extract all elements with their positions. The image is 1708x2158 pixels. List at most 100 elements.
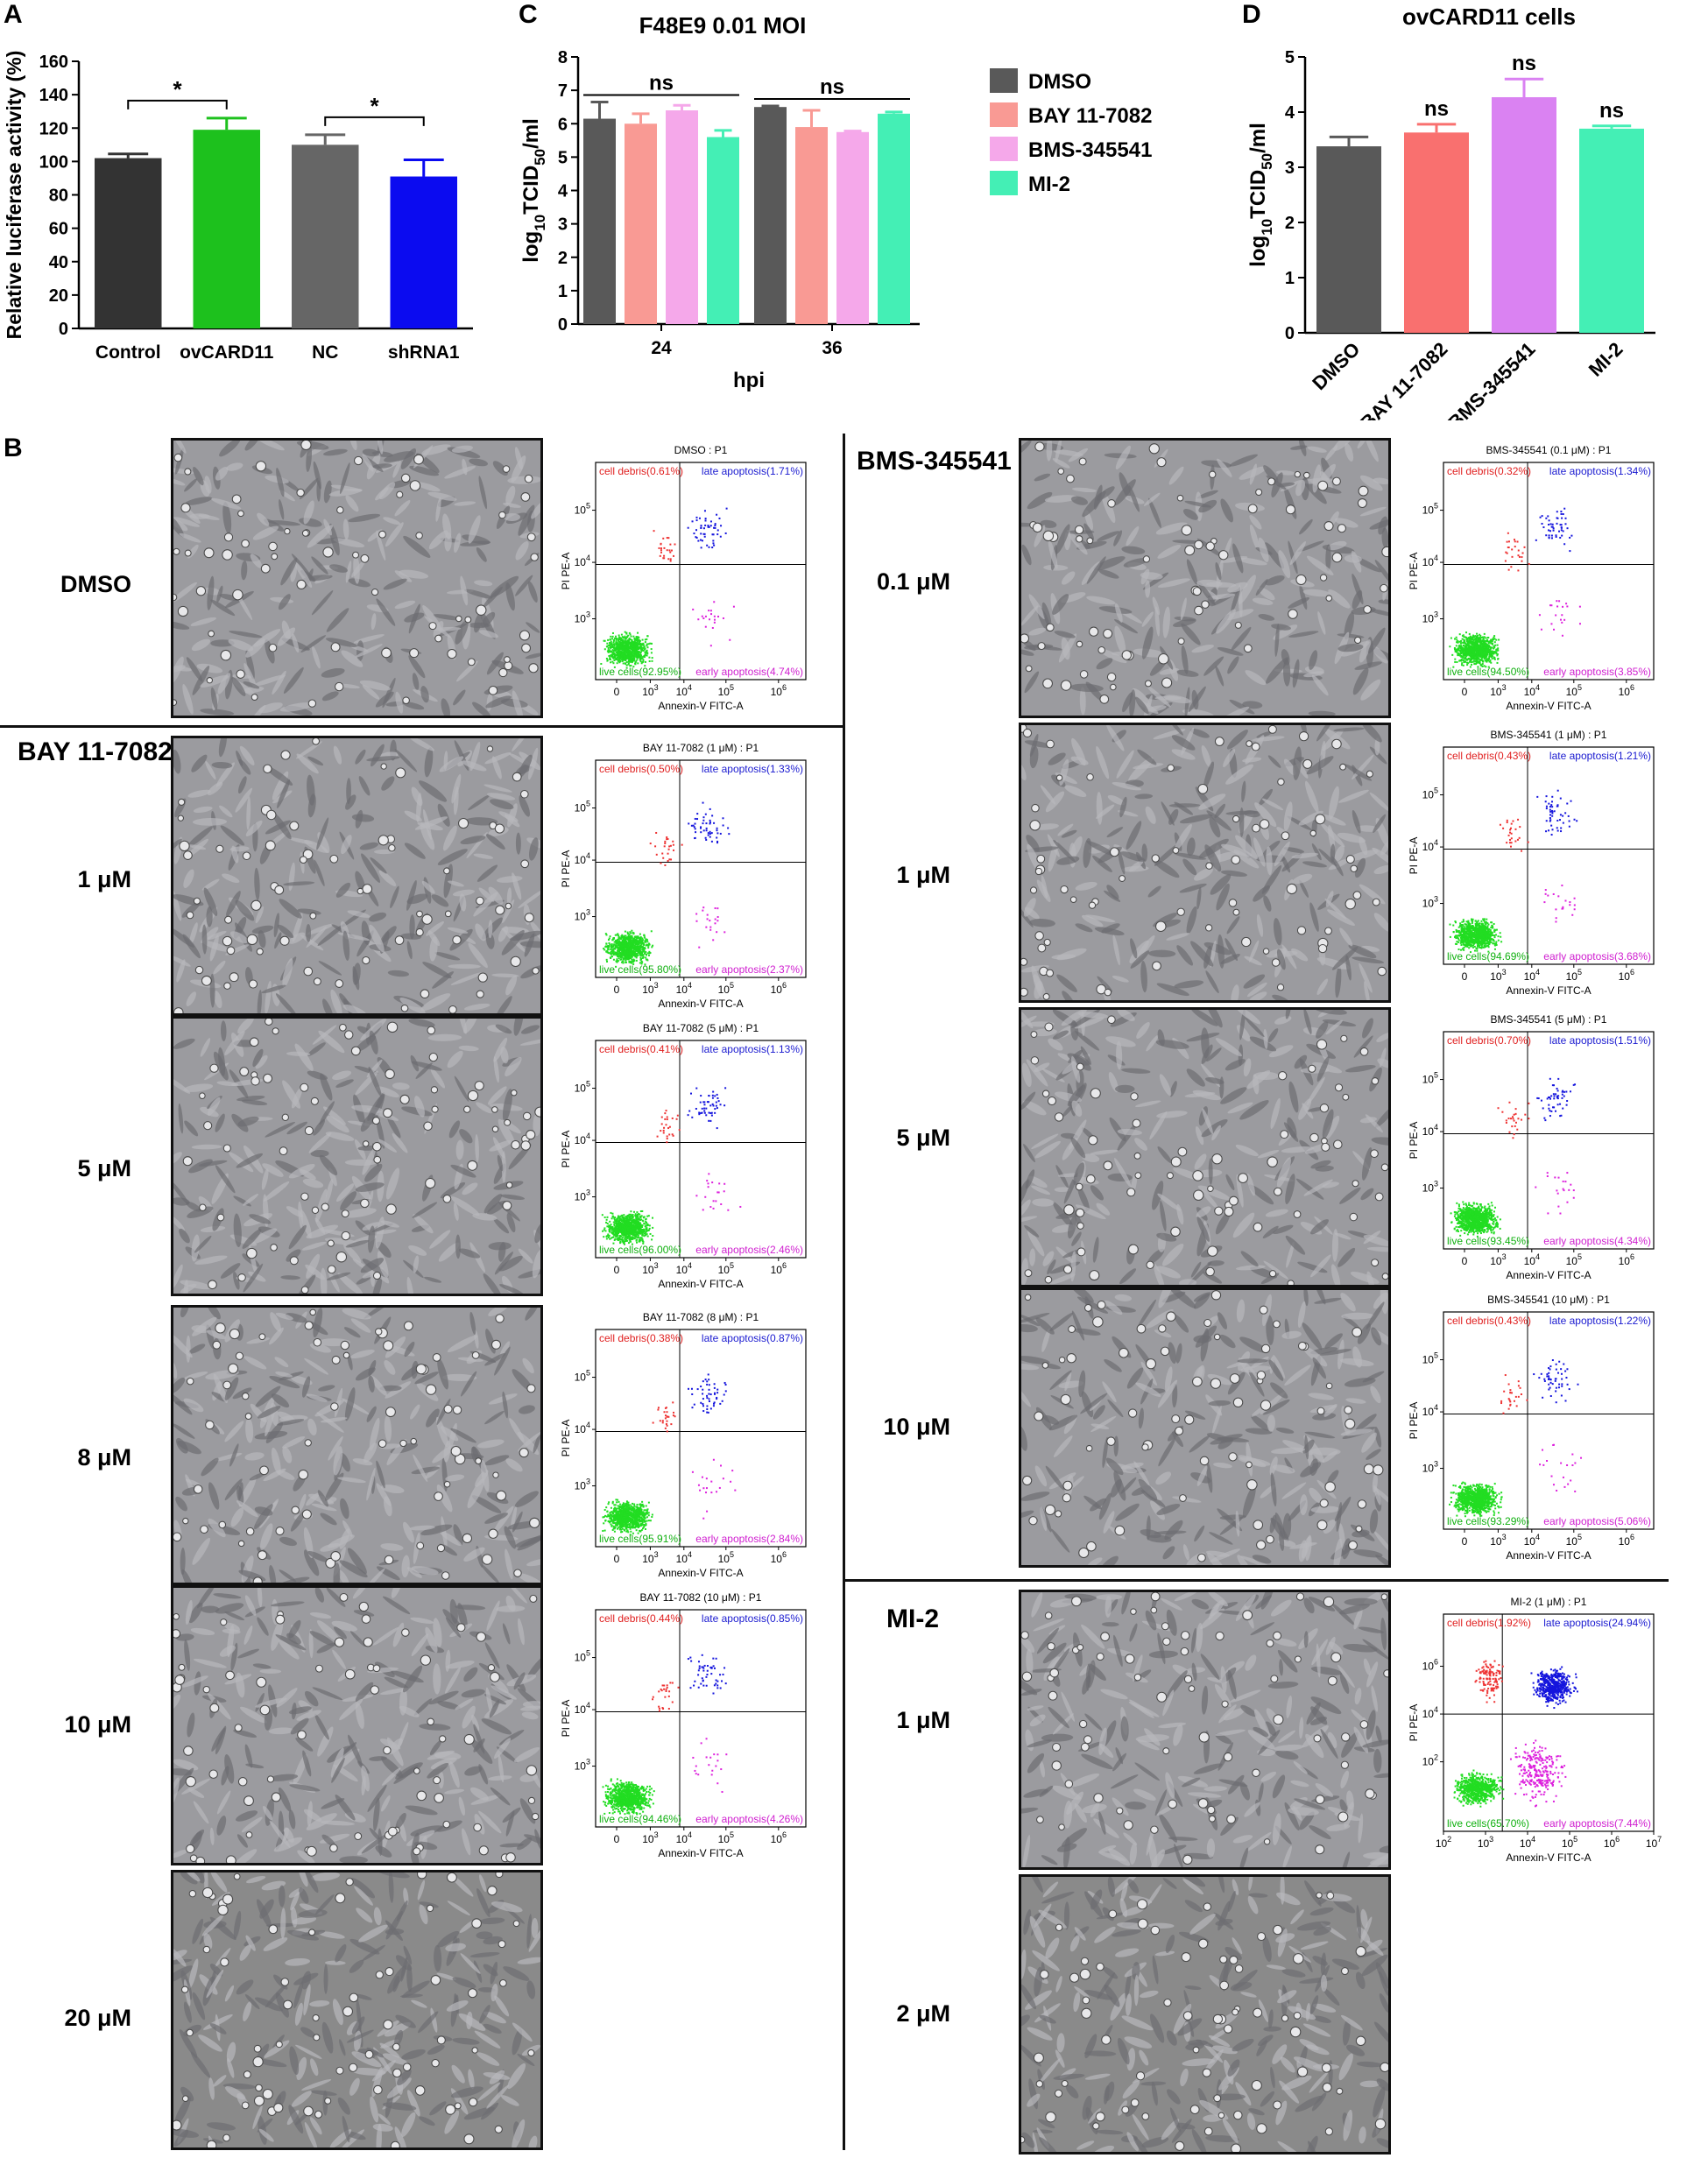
round-cell [199, 1203, 207, 1211]
bar [754, 107, 787, 324]
round-cell [1203, 1319, 1212, 1328]
cell [420, 993, 451, 1012]
cell [307, 525, 334, 548]
flow-x-tick-label: 107 [1646, 1835, 1662, 1850]
round-cell [186, 1377, 194, 1386]
cell [453, 1524, 463, 1546]
round-cell [229, 1328, 240, 1340]
round-cell [1260, 1343, 1271, 1354]
cell [463, 1667, 478, 1682]
cell [1105, 725, 1125, 751]
round-cell [1030, 1056, 1040, 1065]
cell [1294, 1054, 1308, 1069]
cell [265, 1121, 296, 1138]
cell [1225, 1946, 1242, 1961]
cell [1240, 1992, 1257, 1998]
cell [1048, 752, 1066, 765]
cell [1165, 1935, 1175, 1953]
cell [251, 1228, 278, 1245]
round-cell [380, 763, 387, 770]
cell [279, 1640, 300, 1660]
cell [1281, 1969, 1306, 1978]
cell [192, 818, 228, 826]
cell [1041, 1855, 1058, 1865]
cell [1375, 1725, 1382, 1743]
round-cell [1315, 1844, 1325, 1855]
round-cell [1203, 1902, 1212, 1911]
cell [1157, 578, 1190, 589]
cell [1062, 1103, 1076, 1118]
cell [1262, 1225, 1279, 1238]
cell [456, 660, 478, 682]
round-cell [1116, 1807, 1124, 1815]
flow-x-tick-label: 0 [1462, 1535, 1468, 1548]
round-cell [335, 1893, 346, 1904]
cell [183, 1398, 204, 1413]
round-cell [1213, 1333, 1221, 1341]
round-cell [1158, 653, 1169, 665]
cell [1070, 1055, 1081, 1083]
significance-bracket [324, 116, 425, 126]
cell [491, 1685, 517, 1700]
cell [1085, 1664, 1090, 1691]
cell [213, 960, 226, 975]
cell [1021, 1091, 1036, 1111]
cell [241, 1099, 268, 1106]
cell [325, 638, 357, 647]
cell [1258, 2035, 1274, 2047]
round-cell [1085, 1444, 1093, 1452]
cell [325, 1179, 334, 1204]
round-cell [512, 1920, 520, 1928]
round-cell [1142, 555, 1151, 563]
cell [1376, 2078, 1388, 2091]
cell [342, 1520, 353, 1537]
cell [478, 1764, 489, 1785]
round-cell [447, 648, 457, 659]
round-cell [1040, 1970, 1049, 1979]
cell [384, 1360, 396, 1375]
cell [1082, 2095, 1092, 2120]
cell [1271, 624, 1291, 631]
cell [277, 627, 296, 646]
round-cell [311, 1206, 320, 1215]
round-cell [205, 1420, 215, 1430]
cell [419, 1901, 439, 1908]
cell [173, 441, 187, 454]
round-cell [1203, 2126, 1213, 2136]
cell [468, 515, 481, 544]
round-cell [1210, 1378, 1222, 1389]
round-cell [354, 455, 363, 466]
round-cell [209, 1063, 219, 1073]
round-cell [312, 2013, 320, 2022]
cell [183, 1372, 208, 1380]
flow-y-tick-label: 104 [575, 1132, 590, 1146]
cell [1112, 1752, 1126, 1772]
flow-y-label-group: PI PE-A [560, 1700, 572, 1738]
cell [1299, 585, 1308, 610]
cell [338, 1569, 349, 1583]
cell [316, 817, 329, 850]
cell [1041, 1328, 1051, 1352]
round-cell [229, 972, 239, 983]
cell [1021, 1510, 1034, 1519]
round-cell [358, 1601, 369, 1612]
cell [368, 1225, 375, 1253]
cell [300, 635, 327, 653]
flow-y-label: PI PE-A [560, 1131, 572, 1168]
round-cell [1024, 1269, 1033, 1278]
cell [1260, 2091, 1275, 2107]
cell [446, 1661, 475, 1669]
cell [1180, 2068, 1189, 2087]
cell [1344, 1597, 1378, 1606]
cell [1366, 1246, 1388, 1252]
cell [298, 1201, 303, 1230]
cell [1248, 1370, 1265, 1397]
cell [1281, 1330, 1302, 1339]
cell [1179, 814, 1213, 824]
cell [246, 796, 251, 830]
cell [308, 1132, 332, 1153]
cell [419, 2116, 435, 2126]
cell [1345, 442, 1354, 462]
cell [491, 756, 502, 779]
round-cell [1345, 1418, 1356, 1429]
